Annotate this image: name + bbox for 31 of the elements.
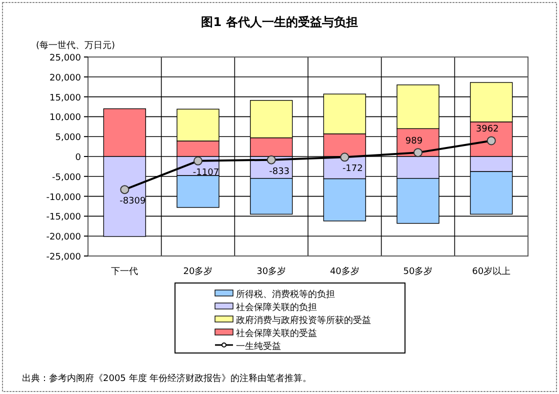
data-label: 989 [405, 136, 423, 147]
y-tick-label: -5,000 [52, 172, 82, 183]
y-tick-label: 20,000 [50, 73, 82, 84]
legend-label: 政府消费与政府投资等所获的受益 [236, 315, 371, 326]
x-tick-label: 40多岁 [330, 266, 360, 277]
data-label: -8309 [120, 196, 146, 207]
data-label: -172 [342, 164, 363, 174]
y-axis-title: (每一世代、万日元) [36, 40, 116, 51]
y-tick-label: 5,000 [55, 133, 82, 144]
data-label: -833 [269, 166, 290, 177]
legend-label: 社会保障关联的受益 [236, 328, 317, 339]
data-label: 3962 [476, 124, 499, 135]
x-tick-label: 50多岁 [403, 266, 433, 277]
y-tick-label: -15,000 [46, 212, 82, 223]
y-tick-label: -10,000 [46, 192, 82, 203]
y-tick-label: 0 [75, 153, 82, 163]
legend-label: 社会保障关联的负担 [236, 302, 317, 313]
source-note: 出典：参考内阁府《2005 年度 年份经济财政报告》的注释由笔者推算。 [22, 373, 312, 384]
legend-label: 一生纯受益 [236, 341, 281, 352]
chart-title: 图1 各代人一生的受益与负担 [201, 15, 358, 29]
y-tick-label: 25,000 [50, 54, 82, 64]
y-tick-label: 15,000 [50, 93, 82, 104]
y-tick-label: -25,000 [46, 252, 82, 262]
y-tick-label: 10,000 [50, 113, 82, 124]
y-tick-label: -20,000 [46, 232, 82, 243]
legend-label: 所得税、消费税等的负担 [236, 289, 335, 300]
x-tick-label: 20多岁 [183, 266, 213, 277]
data-label: -1107 [192, 168, 220, 178]
x-tick-label: 下一代 [111, 266, 138, 277]
x-tick-label: 60岁以上 [472, 266, 511, 277]
x-tick-label: 30多岁 [256, 266, 286, 277]
